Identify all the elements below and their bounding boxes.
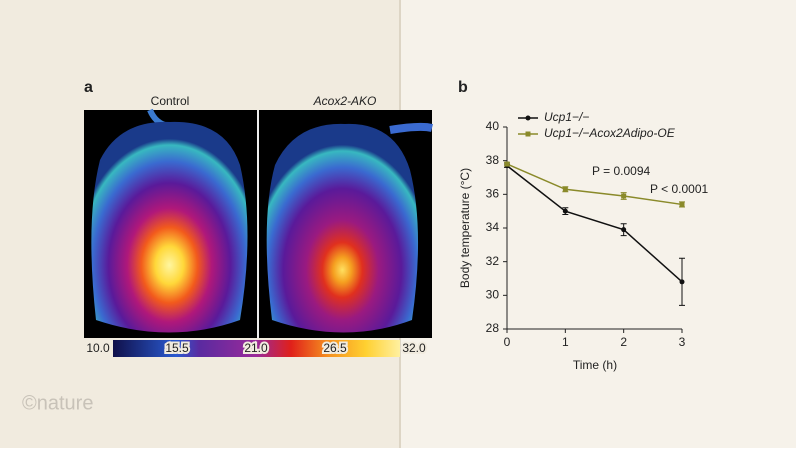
x-tick-label: 2 xyxy=(620,335,627,349)
y-tick-label: 40 xyxy=(486,119,500,133)
page-right xyxy=(400,0,796,448)
image-title: Acox2-AKO xyxy=(313,94,377,108)
series-line xyxy=(506,165,683,283)
point xyxy=(621,227,627,233)
y-tick-label: 38 xyxy=(486,153,500,167)
x-axis-label: Time (h) xyxy=(573,358,617,372)
watermark: ©nature xyxy=(22,392,93,414)
colorbar-tick-label: 26.5 xyxy=(323,341,347,355)
legend-marker xyxy=(525,115,531,121)
point xyxy=(679,279,685,285)
series-line xyxy=(506,163,683,206)
thermal-mouse xyxy=(91,121,248,333)
point xyxy=(562,186,568,192)
annotation: P < 0.0001 xyxy=(650,182,708,196)
image-divider xyxy=(257,110,259,338)
y-tick-label: 36 xyxy=(486,187,500,201)
y-tick-label: 32 xyxy=(486,254,500,268)
legend-marker xyxy=(525,131,531,137)
x-tick-label: 0 xyxy=(504,335,511,349)
x-tick-label: 1 xyxy=(562,335,569,349)
point xyxy=(679,201,685,207)
point xyxy=(562,208,568,214)
point xyxy=(504,161,510,167)
colorbar-tick-label: 21.0 xyxy=(244,341,268,355)
colorbar-tick-label: 15.5 xyxy=(165,341,189,355)
image-title: Control xyxy=(151,94,190,108)
panel-label: a xyxy=(84,79,93,96)
thermal-mouse xyxy=(266,123,419,333)
y-tick-label: 28 xyxy=(486,321,500,335)
y-tick-label: 30 xyxy=(486,288,500,302)
y-tick-label: 34 xyxy=(486,220,500,234)
legend-label: Ucp1−/−Acox2Adipo-OE xyxy=(544,126,676,140)
annotation: P = 0.0094 xyxy=(592,164,650,178)
colorbar-tick-label: 10.0 xyxy=(86,341,110,355)
panel-label: b xyxy=(458,79,468,96)
legend-label: Ucp1−/− xyxy=(544,110,589,124)
x-tick-label: 3 xyxy=(679,335,686,349)
colorbar xyxy=(113,340,400,357)
y-axis-label: Body temperature (°C) xyxy=(458,168,472,288)
colorbar-tick-label: 32.0 xyxy=(402,341,426,355)
tail xyxy=(389,122,433,134)
point xyxy=(621,193,627,199)
